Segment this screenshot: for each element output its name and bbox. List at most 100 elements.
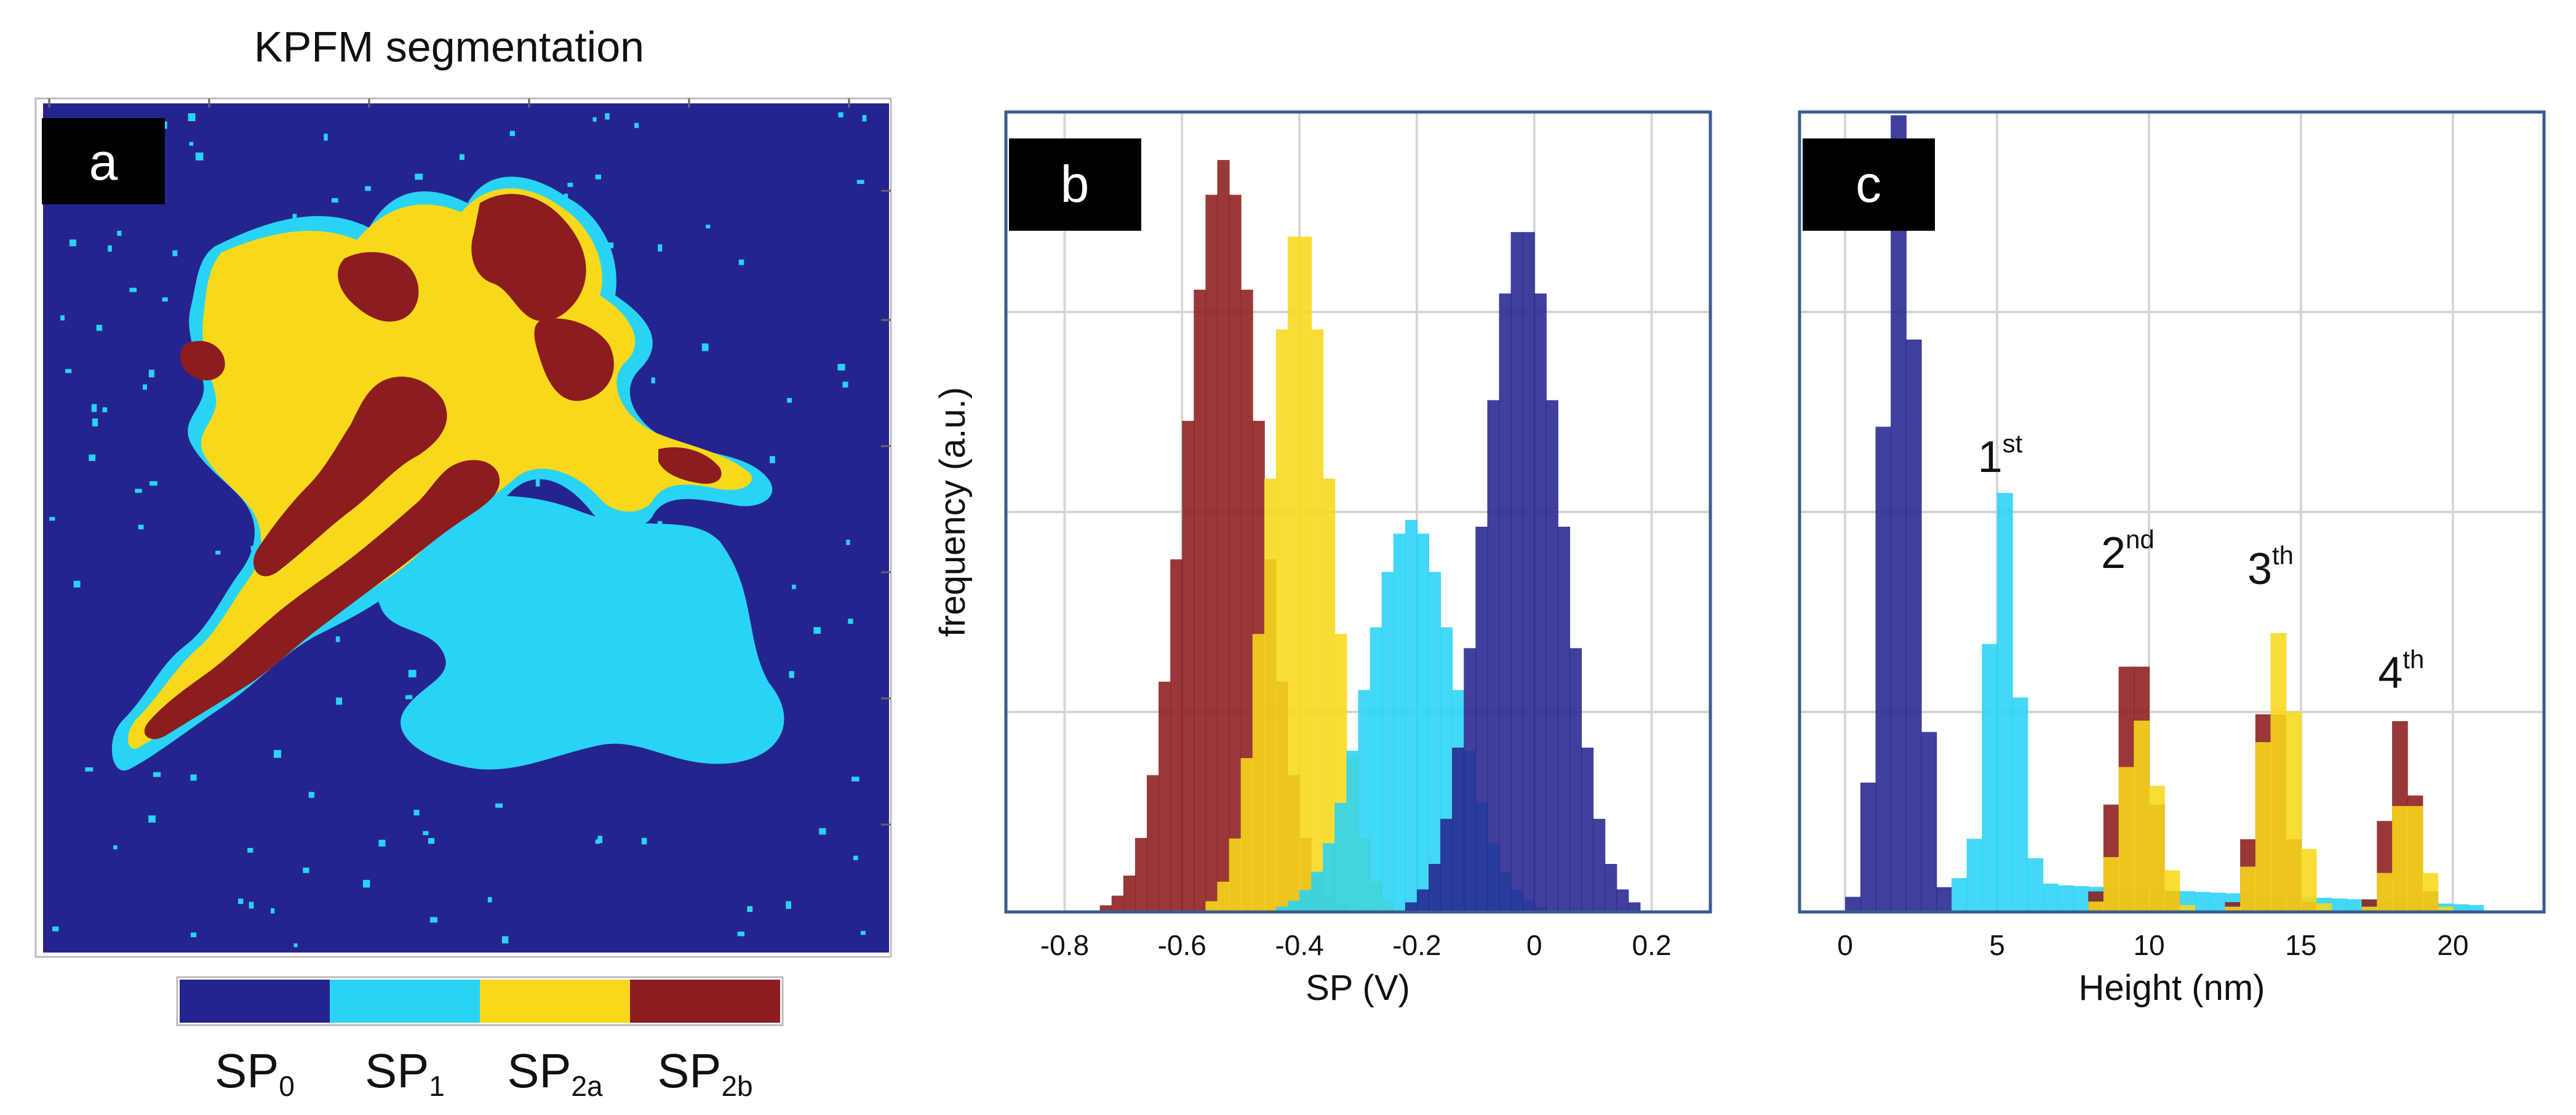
panel-a-ticks bbox=[48, 98, 891, 826]
sp1-speckle bbox=[747, 906, 753, 913]
bar-sp2a bbox=[1240, 757, 1253, 912]
sp1-speckle bbox=[331, 198, 338, 203]
bar-sp1 bbox=[1299, 890, 1312, 912]
bar-sp0 bbox=[1557, 526, 1570, 912]
sp1-speckle bbox=[292, 214, 297, 218]
bar-sp0 bbox=[1569, 648, 1582, 912]
sp1-speckle bbox=[365, 186, 371, 191]
sp1-speckle bbox=[501, 936, 509, 944]
sp1-speckle bbox=[363, 879, 370, 888]
bar-sp1 bbox=[1966, 839, 1983, 912]
sp1-speckle bbox=[102, 407, 108, 412]
sp1-speckle bbox=[851, 777, 859, 781]
panel-c-histogram: 0 5 10 15 20 1st 2nd 3th 4th c Height (nm) bbox=[1798, 110, 2546, 1008]
sp1-speckle bbox=[592, 117, 597, 122]
sp1-speckle bbox=[597, 836, 603, 844]
bar-sp1 bbox=[2331, 898, 2347, 912]
tick-label: 15 bbox=[2285, 929, 2316, 961]
panel-b-histogram: -0.8 -0.6 -0.4 -0.2 0 0.2 b SP (V) frequency … bbox=[933, 110, 1712, 1008]
bar-sp2a bbox=[2164, 870, 2180, 912]
bar-sp1 bbox=[2057, 885, 2074, 912]
bar-sp2a bbox=[1311, 329, 1324, 912]
bar-sp2a bbox=[1217, 881, 1230, 912]
tick-label: 5 bbox=[1989, 929, 2005, 961]
bar-sp0 bbox=[1522, 232, 1535, 912]
panel-a-label: a bbox=[89, 133, 118, 191]
bar-sp1 bbox=[1370, 627, 1382, 912]
bar-sp2a bbox=[1205, 901, 1218, 912]
panel-b-tick-labels: -0.8 -0.6 -0.4 -0.2 0 0.2 bbox=[1040, 929, 1672, 961]
sp1-speckle bbox=[701, 343, 709, 351]
colorbar-swatch-sp2a bbox=[480, 980, 630, 1023]
bar-sp1 bbox=[1997, 493, 2013, 912]
bar-sp1 bbox=[1346, 751, 1359, 912]
bar-sp2a bbox=[2316, 903, 2332, 912]
sp1-speckle bbox=[92, 418, 98, 426]
bar-sp1 bbox=[1393, 534, 1406, 912]
sp1-speckle bbox=[138, 524, 144, 530]
sp1-speckle bbox=[378, 839, 386, 847]
bar-sp2a bbox=[2361, 906, 2378, 912]
sp1-speckle bbox=[129, 287, 137, 292]
bar-sp0 bbox=[1581, 747, 1594, 912]
sp1-speckle bbox=[49, 517, 55, 521]
sp1-speckle bbox=[564, 193, 568, 199]
sp1-speckle bbox=[195, 152, 204, 161]
sp1-speckle bbox=[335, 636, 340, 642]
bar-sp0 bbox=[1936, 887, 1952, 912]
tick-label: -0.8 bbox=[1040, 929, 1089, 961]
sp1-speckle bbox=[813, 627, 821, 634]
sp1-speckle bbox=[189, 142, 194, 146]
bar-sp2b bbox=[1134, 837, 1147, 912]
bar-sp1 bbox=[1416, 534, 1429, 912]
sp1-speckle bbox=[651, 377, 655, 384]
sp1-speckle bbox=[237, 898, 244, 905]
bar-sp2a bbox=[1299, 236, 1312, 912]
bar-sp2a bbox=[2392, 805, 2408, 912]
bar-sp0 bbox=[1464, 648, 1477, 912]
sp1-speckle bbox=[595, 839, 600, 844]
sp1-speckle bbox=[605, 113, 610, 120]
bar-sp2b bbox=[1217, 160, 1230, 912]
panel-b-bars bbox=[1099, 160, 1641, 913]
panel-c-peak-labels: 1st 2nd 3th 4th bbox=[1978, 429, 2425, 698]
tick-label: -0.6 bbox=[1158, 929, 1206, 961]
bar-sp0 bbox=[1510, 232, 1523, 912]
bar-sp2b bbox=[1240, 289, 1253, 912]
sp1-speckle bbox=[293, 943, 298, 948]
sp1-speckle bbox=[428, 837, 435, 844]
colorbar-label-sp1: SP1 bbox=[365, 1044, 445, 1102]
tick-label: 0 bbox=[1526, 929, 1542, 961]
bar-sp2a bbox=[1252, 634, 1265, 912]
bar-sp1 bbox=[1982, 644, 1998, 912]
peak-label-4th: 4th bbox=[2378, 645, 2424, 698]
bar-sp0 bbox=[1416, 889, 1429, 912]
sp1-speckle bbox=[792, 585, 796, 589]
bar-sp0 bbox=[1534, 293, 1547, 912]
sp1-speckle bbox=[247, 847, 253, 853]
sp1-speckle bbox=[408, 669, 417, 677]
colorbar-swatch-sp0 bbox=[180, 980, 330, 1023]
sp1-speckle bbox=[595, 174, 602, 180]
bar-sp2a bbox=[1264, 478, 1277, 912]
sp1-speckle bbox=[786, 901, 791, 909]
sp1-speckle bbox=[415, 174, 423, 180]
bar-sp1 bbox=[2073, 886, 2089, 912]
sp1-speckle bbox=[271, 908, 275, 914]
sp1-speckle bbox=[148, 815, 156, 823]
sp1-speckle bbox=[487, 897, 492, 903]
bar-sp0 bbox=[1593, 818, 1606, 912]
sp1-speckle bbox=[89, 454, 96, 462]
sp1-speckle bbox=[607, 242, 614, 249]
bar-sp0 bbox=[1891, 115, 1907, 912]
bar-sp2a bbox=[2377, 873, 2393, 912]
bar-sp2a bbox=[2270, 633, 2287, 912]
bar-sp1 bbox=[2012, 697, 2028, 912]
tick-label: 10 bbox=[2133, 929, 2164, 961]
bar-sp1 bbox=[1288, 900, 1301, 912]
sp1-speckle bbox=[853, 855, 858, 860]
panel-b-label-box bbox=[1009, 138, 1141, 231]
sp1-speckle bbox=[658, 244, 663, 252]
tick-label: 0.2 bbox=[1632, 929, 1672, 961]
